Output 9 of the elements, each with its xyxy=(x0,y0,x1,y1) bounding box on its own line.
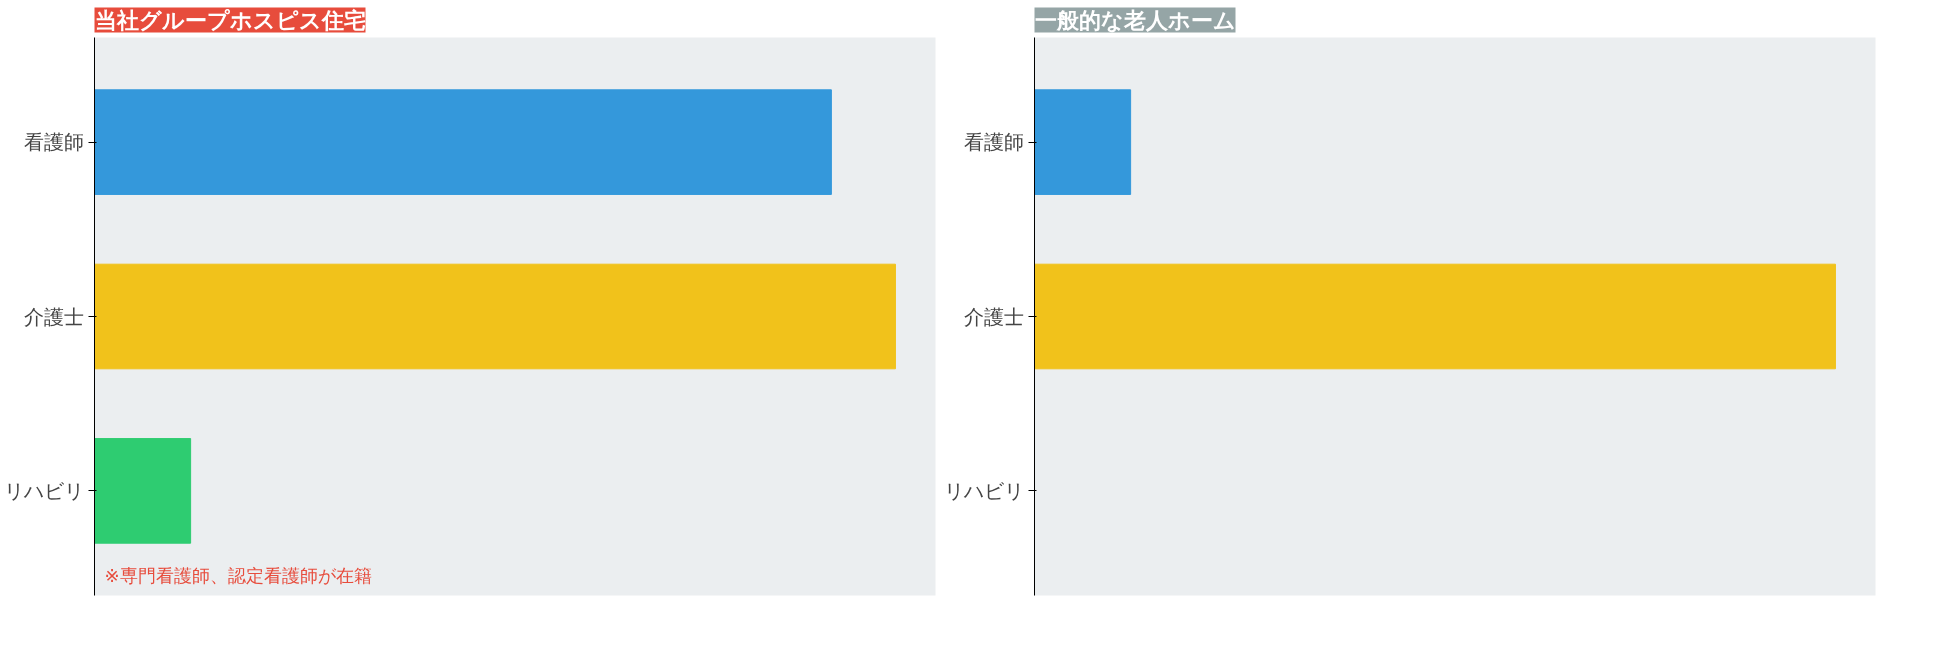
chart-title: 一般的な老人ホーム xyxy=(1034,7,1236,33)
y-tick-label: リハビリ xyxy=(3,478,84,503)
chart-title: 当社グループホスピス住宅 xyxy=(94,7,366,33)
y-tick-label: リハビリ xyxy=(943,478,1024,503)
y-tick-label: 看護師 xyxy=(23,130,84,155)
y-tick-label: 介護士 xyxy=(963,304,1024,329)
y-tick-label: 看護師 xyxy=(963,130,1024,155)
y-tick-label: 介護士 xyxy=(23,304,84,329)
annotation: ※専門看護師、認定看護師が在籍 xyxy=(104,564,372,586)
